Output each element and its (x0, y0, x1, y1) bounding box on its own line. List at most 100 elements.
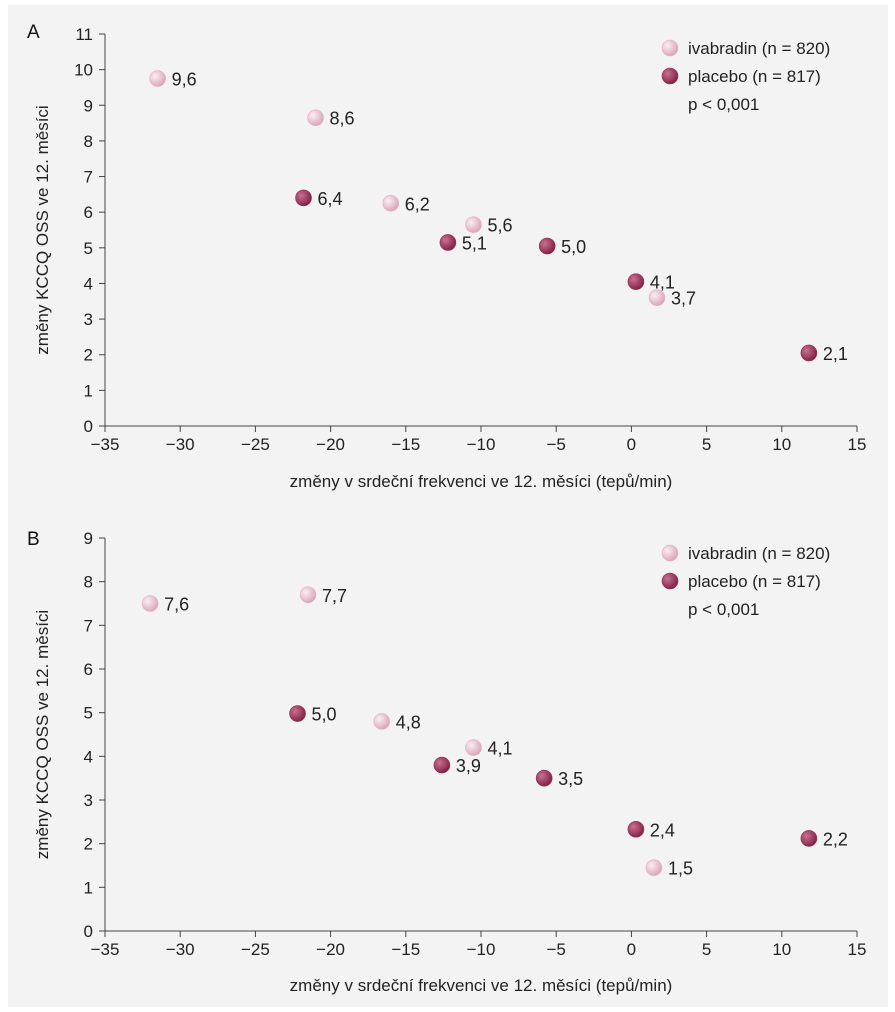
data-label: 3,9 (456, 756, 481, 776)
placebo-point (433, 756, 451, 774)
x-tick-label: −25 (241, 435, 270, 454)
x-tick-label: −20 (316, 435, 345, 454)
x-tick-label: −30 (166, 435, 195, 454)
data-label: 5,1 (462, 233, 487, 253)
y-tick-label: 2 (84, 835, 93, 854)
y-tick-label: 1 (84, 381, 93, 400)
y-tick-label: 4 (84, 747, 93, 766)
data-label: 2,2 (823, 829, 848, 849)
x-tick-label: −15 (391, 435, 420, 454)
ivabradin-point (465, 739, 482, 756)
placebo-point (535, 769, 553, 787)
panel-label: B (27, 529, 40, 550)
data-label: 5,6 (487, 216, 512, 236)
x-tick-label: 10 (772, 940, 791, 959)
x-tick-label: −35 (91, 435, 120, 454)
legend-p-value: p < 0,001 (688, 600, 759, 619)
data-label: 4,1 (487, 739, 512, 759)
y-tick-label: 8 (84, 573, 93, 592)
x-axis-label: změny v srdeční frekvenci ve 12. měsíci … (290, 472, 673, 491)
placebo-point (439, 234, 457, 251)
data-label: 1,5 (668, 859, 693, 879)
x-tick-label: 0 (627, 940, 636, 959)
ivabradin-point (382, 194, 400, 212)
data-label: 8,6 (330, 109, 355, 129)
placebo-point (295, 189, 312, 207)
y-tick-label: 6 (84, 203, 93, 222)
y-tick-label: 9 (84, 529, 93, 548)
y-tick-label: 2 (84, 346, 93, 365)
data-label: 4,1 (650, 273, 675, 293)
ivabradin-point (645, 859, 663, 876)
y-tick-label: 4 (84, 274, 93, 293)
x-tick-label: 5 (702, 940, 711, 959)
ivabradin-point (648, 289, 666, 307)
x-axis-label: změny v srdeční frekvenci ve 12. měsíci … (290, 976, 673, 995)
ivabradin-point (465, 216, 482, 233)
data-label: 4,8 (396, 712, 421, 732)
y-tick-label: 5 (84, 239, 93, 258)
y-tick-label: 3 (84, 310, 93, 329)
y-axis-label: změny KCCQ OSS ve 12. měsíci (33, 610, 52, 859)
y-tick-label: 10 (74, 61, 93, 80)
data-label: 5,0 (312, 705, 337, 725)
data-label: 3,7 (671, 289, 696, 309)
y-tick-label: 7 (84, 616, 93, 635)
x-tick-label: 5 (702, 435, 711, 454)
y-tick-label: 5 (84, 704, 93, 723)
x-tick-label: −10 (467, 940, 496, 959)
data-label: 7,6 (164, 595, 189, 615)
y-tick-label: 11 (75, 25, 93, 44)
y-tick-label: 0 (84, 417, 93, 436)
chart-panel-a: A −35 −30 −25 −20 −15 −10 −5 0 5 10 15 0 1 2 3 4 5 6 7 8 9 10 1… (27, 22, 866, 491)
x-tick-label: 15 (848, 435, 867, 454)
y-tick-label: 0 (84, 922, 93, 941)
data-label: 7,7 (322, 586, 347, 606)
ivabradin-point (141, 595, 159, 612)
chart-panel-b: B −35 −30 −25 −20 −15 −10 −5 0 5 10 15 0 1 2 3 4 5 6 7 8 9 změ… (27, 529, 866, 995)
legend-entry: placebo (n = 817) (688, 67, 821, 86)
x-tick-label: −5 (547, 435, 566, 454)
ivabradin-point (307, 109, 324, 127)
legend-marker-placebo (661, 572, 679, 590)
data-label: 6,4 (318, 189, 343, 209)
x-tick-label: −5 (547, 940, 566, 959)
legend-entry: placebo (n = 817) (688, 572, 821, 591)
data-label: 6,2 (405, 194, 430, 214)
placebo-point (538, 237, 556, 255)
legend-p-value: p < 0,001 (688, 95, 759, 114)
placebo-point (800, 830, 818, 847)
data-label: 3,5 (558, 769, 583, 789)
legend-marker-placebo (661, 67, 679, 85)
y-tick-label: 7 (84, 168, 93, 187)
figure-page (8, 5, 888, 1007)
y-tick-label: 9 (84, 96, 93, 115)
legend-entry: ivabradin (n = 820) (688, 544, 830, 563)
data-label: 2,1 (823, 344, 848, 364)
x-tick-label: −15 (391, 940, 420, 959)
legend-marker-ivabradin (661, 39, 679, 57)
panel-label: A (27, 22, 40, 43)
x-tick-label: 10 (772, 435, 791, 454)
x-tick-label: −20 (316, 940, 345, 959)
legend-marker-ivabradin (661, 544, 679, 562)
data-label: 2,4 (650, 820, 675, 840)
x-tick-label: 15 (848, 940, 867, 959)
x-tick-label: −25 (241, 940, 270, 959)
legend-entry: ivabradin (n = 820) (688, 39, 830, 58)
ivabradin-point (149, 70, 166, 87)
y-axis-label: změny KCCQ OSS ve 12. měsíci (33, 105, 52, 354)
placebo-point (800, 344, 818, 362)
placebo-point (627, 820, 645, 838)
data-label: 5,0 (561, 237, 586, 257)
x-tick-label: 0 (627, 435, 636, 454)
x-tick-label: −30 (166, 940, 195, 959)
placebo-point (627, 273, 645, 290)
y-tick-label: 6 (84, 660, 93, 679)
ivabradin-point (299, 586, 317, 604)
x-tick-label: −10 (467, 435, 496, 454)
y-tick-label: 1 (84, 878, 93, 897)
y-tick-label: 3 (84, 791, 93, 810)
placebo-point (289, 705, 306, 722)
